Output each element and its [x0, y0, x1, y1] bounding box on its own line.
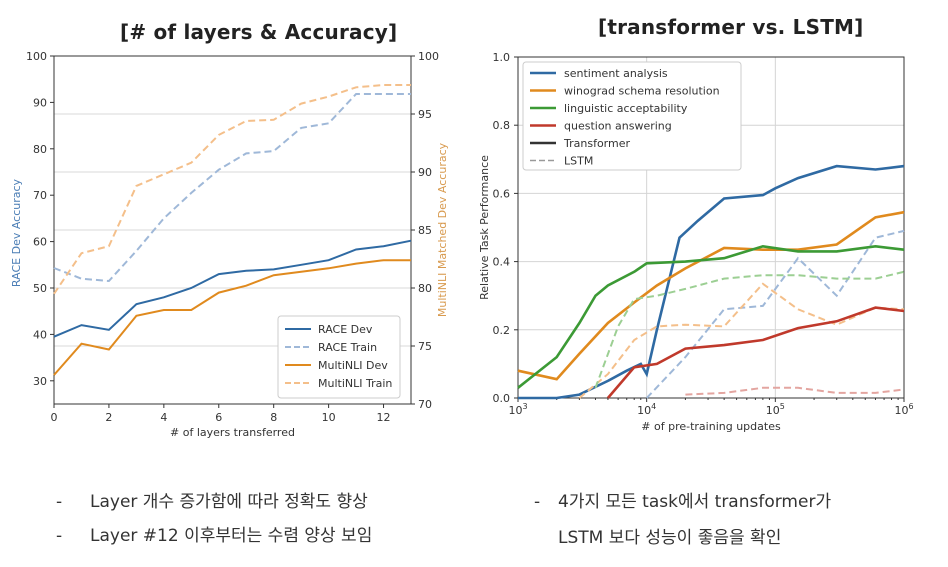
y-tick-label: 0.8 [493, 119, 511, 132]
legend-label: MultiNLI Train [318, 377, 392, 390]
series-line-sentiment-analysis-transformer [518, 164, 905, 400]
x-tick-label: 12 [377, 411, 391, 424]
series-line-multinli-train [53, 84, 411, 295]
legend-label: linguistic acceptability [564, 102, 688, 115]
legend-label: RACE Train [318, 341, 377, 354]
y-tick-label: 60 [33, 236, 47, 249]
y2-tick-label: 75 [418, 340, 432, 353]
right-note-2: LSTM 보다 성능이 좋음을 확인 [558, 528, 782, 548]
x-tick-label: 0 [51, 411, 58, 424]
bullet-dash: - [56, 526, 63, 546]
y2-axis-label: MultiNLI Matched Dev Accuracy [436, 142, 449, 317]
x-tick-label: 104 [637, 402, 656, 417]
left-note-2: - Layer #12 이후부터는 수렴 양상 보임 [56, 526, 373, 546]
y-tick-label: 0.2 [493, 324, 511, 337]
left-note-1: - Layer 개수 증가함에 따라 정확도 향상 [56, 492, 368, 512]
y-tick-label: 50 [33, 282, 47, 295]
left-chart-title: [# of layers & Accuracy] [120, 20, 398, 44]
y-tick-label: 80 [33, 143, 47, 156]
x-tick-label: 8 [270, 411, 277, 424]
x-tick-label: 6 [215, 411, 222, 424]
y2-tick-label: 95 [418, 108, 432, 121]
y2-tick-label: 80 [418, 282, 432, 295]
legend-label: LSTM [564, 155, 593, 168]
y2-tick-label: 85 [418, 224, 432, 237]
y-tick-label: 0.0 [493, 392, 511, 405]
y2-tick-label: 100 [418, 50, 439, 63]
series-line-winograd-schema-resolution-lstm [578, 282, 905, 399]
y-axis-label: RACE Dev Accuracy [10, 178, 23, 287]
series-line-winograd-schema-resolution-transformer [517, 210, 905, 381]
y-tick-label: 1.0 [493, 51, 511, 64]
plot-frame [517, 56, 905, 399]
right-chart-title: [transformer vs. LSTM] [598, 15, 864, 39]
y-tick-label: 40 [33, 328, 47, 341]
bullet-dash: - [534, 492, 541, 512]
legend-box [277, 315, 401, 399]
legend-label: RACE Dev [318, 323, 373, 336]
x-tick-label: 4 [160, 411, 167, 424]
x-axis-label: # of layers transferred [170, 426, 295, 439]
x-tick-label: 106 [894, 402, 913, 417]
y-tick-label: 30 [33, 375, 47, 388]
y-tick-label: 70 [33, 189, 47, 202]
y-tick-label: 100 [26, 50, 47, 63]
series-line-linguistic-acceptability-transformer [517, 244, 905, 389]
x-tick-label: 10 [322, 411, 336, 424]
legend-label: sentiment analysis [564, 67, 668, 80]
legend-label: MultiNLI Dev [318, 359, 388, 372]
series-line-race-dev [53, 239, 412, 338]
x-tick-label: 105 [766, 402, 785, 417]
series-line-question-answering-lstm [685, 386, 905, 396]
y2-tick-label: 70 [418, 398, 432, 411]
legend-label: question answering [564, 120, 672, 133]
x-axis-label: # of pre-training updates [641, 420, 781, 433]
bullet-dash: - [56, 492, 63, 512]
legend-label: Transformer [563, 137, 630, 150]
y-tick-label: 90 [33, 96, 47, 109]
legend-label: winograd schema resolution [564, 85, 720, 98]
series-line-multinli-dev [53, 259, 411, 376]
legend-box [522, 61, 742, 171]
y2-tick-label: 90 [418, 166, 432, 179]
x-tick-label: 103 [508, 402, 527, 417]
y-tick-label: 0.6 [493, 187, 511, 200]
x-tick-label: 2 [105, 411, 112, 424]
y-tick-label: 0.4 [493, 256, 511, 269]
y-axis-label: Relative Task Performance [478, 155, 491, 300]
right-note-1: -4가지 모든 task에서 transformer가 [534, 492, 832, 512]
series-line-linguistic-acceptability-lstm [594, 270, 905, 389]
series-line-question-answering-transformer [606, 306, 905, 399]
